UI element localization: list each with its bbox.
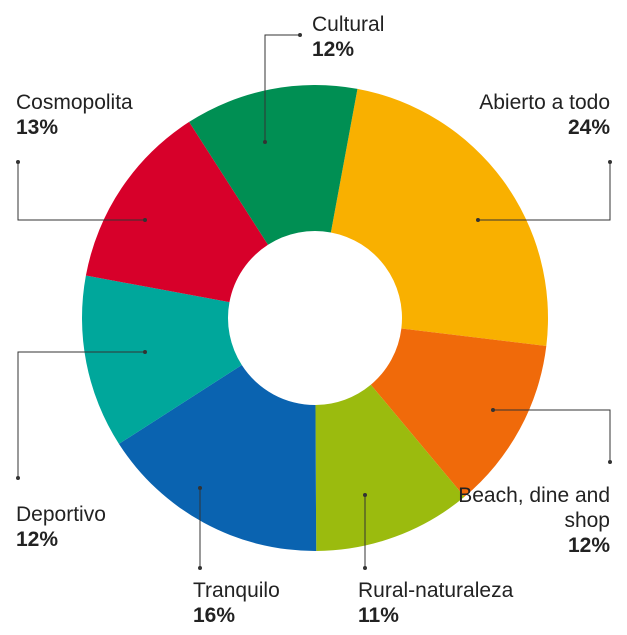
slice-label: Deportivo 12%	[16, 502, 176, 552]
leader-dot	[143, 350, 147, 354]
donut-slice	[370, 328, 547, 497]
value-label: 12%	[312, 38, 355, 61]
donut-slice	[315, 384, 465, 551]
leader-dot	[476, 218, 480, 222]
value-label: 11%	[358, 604, 399, 627]
leader-line	[17, 162, 145, 221]
category-name: Tranquilo	[193, 579, 280, 602]
leader-line	[264, 34, 300, 142]
leader-dot	[608, 160, 612, 164]
slice-label: Cultural 12%	[312, 12, 512, 62]
category-name: Cosmopolita	[16, 91, 133, 114]
category-name: Abierto a todo	[479, 91, 610, 114]
category-name: Deportivo	[16, 503, 106, 526]
donut-slice	[82, 275, 242, 444]
category-name: Beach, dine and shop	[458, 484, 610, 532]
value-label: 13%	[16, 116, 59, 139]
value-label: 16%	[193, 604, 236, 627]
leader-dot	[491, 408, 495, 412]
leader-line	[493, 409, 611, 462]
leader-dot	[263, 140, 267, 144]
leader-line	[17, 351, 145, 478]
donut-slice	[189, 84, 358, 245]
donut-slice	[85, 121, 268, 303]
value-label: 12%	[16, 528, 59, 551]
leader-dot	[16, 160, 20, 164]
value-label: 24%	[567, 116, 610, 139]
slice-label: Rural-naturaleza 11%	[358, 578, 618, 628]
leader-dot	[608, 460, 612, 464]
category-name: Cultural	[312, 13, 385, 36]
leader-dot	[363, 566, 367, 570]
leader-dot	[143, 218, 147, 222]
slice-label: Tranquilo 16%	[193, 578, 353, 628]
leader-line	[478, 162, 611, 221]
category-name: Rural-naturaleza	[358, 579, 514, 602]
leader-dot	[198, 486, 202, 490]
leader-dot	[363, 493, 367, 497]
value-label: 12%	[567, 534, 610, 557]
slice-label: Abierto a todo 24%	[410, 90, 610, 140]
leader-dot	[16, 476, 20, 480]
leader-dot	[298, 33, 302, 37]
donut-slice	[118, 365, 317, 551]
leader-dot	[198, 566, 202, 570]
donut-slice	[330, 88, 548, 346]
slice-label: Cosmopolita 13%	[16, 90, 216, 140]
slice-label: Beach, dine and shop 12%	[440, 483, 610, 558]
